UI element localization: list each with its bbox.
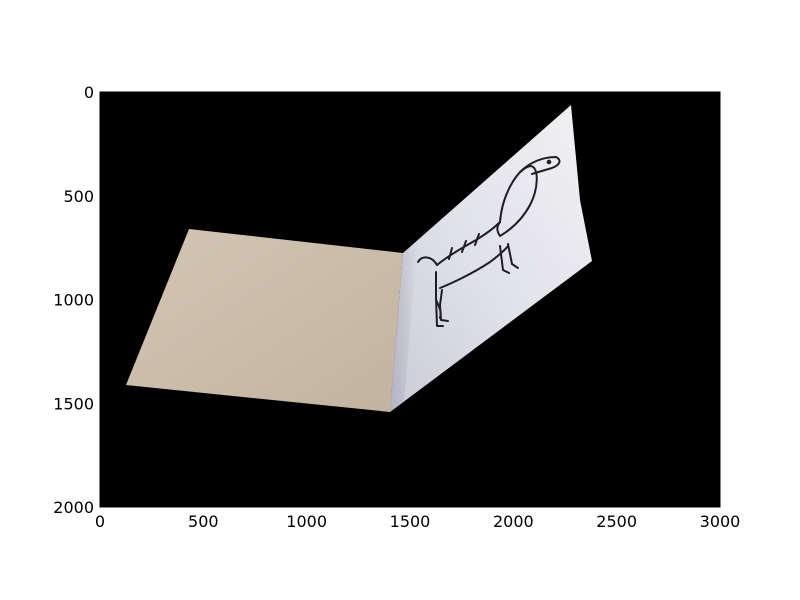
y-tick-label: 1000: [53, 291, 94, 310]
dog-drawing-icon: [417, 156, 561, 327]
y-tick-label: 2000: [53, 498, 94, 517]
x-tick-label: 0: [95, 512, 105, 531]
x-tick-label: 2500: [596, 512, 637, 531]
y-tick-label: 500: [63, 187, 94, 206]
x-axis: 0 500 1000 1500 2000 2500 3000: [95, 92, 740, 531]
x-tick-label: 500: [188, 512, 219, 531]
y-tick-label: 1500: [53, 394, 94, 413]
y-tick-label: 0: [84, 83, 94, 102]
x-tick-label: 3000: [700, 512, 741, 531]
photo-image: [100, 92, 720, 507]
y-axis: 0 500 1000 1500 2000: [53, 83, 720, 517]
card-fold-shadow: [390, 241, 418, 412]
x-tick-label: 2000: [493, 512, 534, 531]
x-tick-label: 1500: [390, 512, 431, 531]
x-tick-label: 1000: [286, 512, 327, 531]
card-right-panel: [390, 105, 592, 412]
card-left-panel: [126, 229, 403, 412]
